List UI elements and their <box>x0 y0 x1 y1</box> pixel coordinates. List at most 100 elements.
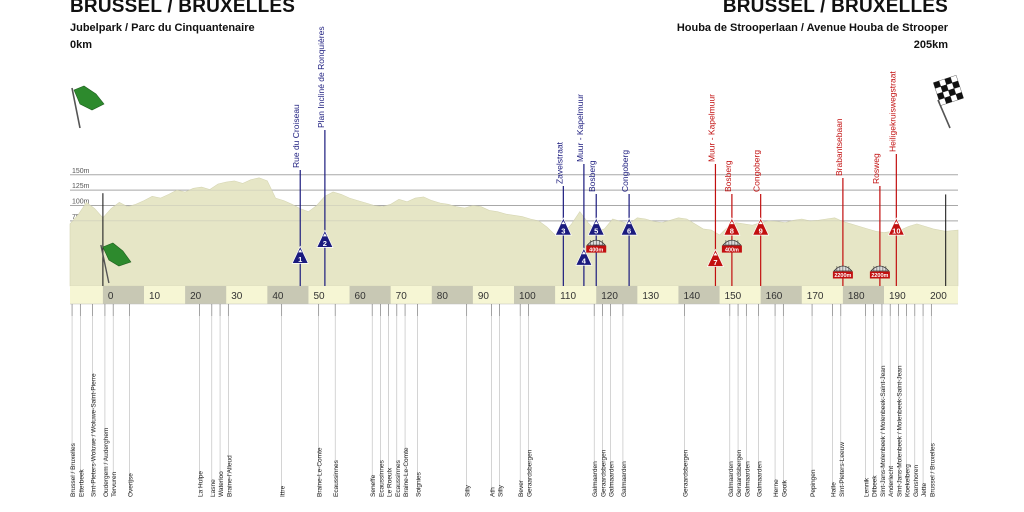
place-name: Anderlecht <box>888 466 895 497</box>
climb-marker: Brabantsebaan 2200m <box>832 118 853 286</box>
climb-marker: Plan Incliné de Ronquières 2 <box>316 26 334 286</box>
place-name: Bever <box>518 479 525 497</box>
place-marker: Brussel / Bruxelles <box>70 304 77 497</box>
x-tick-label: 180 <box>848 291 865 302</box>
climb-name: Heiligekruiswegstraat <box>887 71 897 152</box>
x-tick-label: 190 <box>889 291 906 302</box>
place-name: Galmaarden <box>621 461 628 497</box>
cobblestone-icon: 400m <box>721 239 742 253</box>
cobble-length: 400m <box>589 247 603 253</box>
climb-triangle <box>723 217 741 236</box>
climb-triangle <box>620 217 638 236</box>
flag-cloth <box>73 85 105 111</box>
place-name: Brussel / Bruxelles <box>929 442 936 497</box>
place-name: Tervuren <box>111 471 118 497</box>
x-tick-label: 130 <box>642 291 659 302</box>
place-marker: Ecaussinnes <box>395 304 402 497</box>
place-marker: La Hulpe <box>198 304 205 497</box>
climb-marker: Muur - Kapelmuur 4 <box>575 94 593 286</box>
place-marker: Overijse <box>128 304 135 497</box>
place-name: Jette <box>921 483 928 497</box>
place-marker: Galmaarden <box>592 304 599 497</box>
place-marker: Ittre <box>280 304 287 497</box>
place-marker: Ganshoren <box>913 304 920 497</box>
place-name: Silly <box>498 484 505 497</box>
km-band-segment <box>842 286 884 304</box>
place-marker: Sint-Pieters-Leeuw <box>839 304 846 497</box>
climb-name: Brabantsebaan <box>834 118 844 176</box>
place-marker: Braine-l'Alleud <box>226 304 233 497</box>
climb-peak-snow <box>561 221 566 225</box>
place-marker: Pepingen <box>810 304 817 497</box>
start-location: Jubelpark / Parc du Cinquantenaire <box>70 22 255 34</box>
place-marker: Dilbeek <box>872 304 879 497</box>
km-band-segment <box>760 286 802 304</box>
climb-peak-snow <box>322 233 327 237</box>
place-name: Galmaarden <box>728 461 735 497</box>
flag-pole <box>937 99 951 129</box>
place-marker: Ath <box>489 304 496 497</box>
place-name: Etterbeek <box>78 468 85 497</box>
cobblestone-icon: 2200m <box>869 265 890 279</box>
y-tick-label: 150m <box>72 168 90 175</box>
cobble-length: 2200m <box>871 273 888 279</box>
x-tick-label: 140 <box>683 291 700 302</box>
climb-peak-snow <box>758 221 763 225</box>
km-band-segment <box>678 286 720 304</box>
x-tick-label: 150 <box>725 291 742 302</box>
climb-triangle <box>554 217 572 236</box>
x-tick-label: 200 <box>930 291 947 302</box>
climb-number: 7 <box>713 258 717 267</box>
flag-check <box>955 92 964 101</box>
place-marker: Herne <box>773 304 780 497</box>
x-tick-label: 80 <box>437 291 449 302</box>
place-marker: Etterbeek <box>78 304 85 497</box>
place-marker: Silly <box>498 304 505 497</box>
place-marker: Ecaussinnes <box>378 304 385 497</box>
place-marker: Koekelberg <box>905 304 912 497</box>
climb-triangle <box>291 245 309 264</box>
place-marker: Jette <box>921 304 928 497</box>
place-marker: Geraardsbergen <box>683 304 690 497</box>
finish-location: Houba de Strooperlaan / Avenue Houba de … <box>676 22 948 34</box>
climb-peak-snow <box>298 249 303 253</box>
climb-marker: Zavelstraat 3 <box>554 141 572 286</box>
km-band-segment <box>185 286 227 304</box>
x-tick-label: 110 <box>560 291 576 302</box>
place-name: Geraardsbergen <box>683 449 690 497</box>
x-tick-label: 30 <box>231 291 243 302</box>
start-city-title: BRUSSEL / BRUXELLES <box>70 0 296 17</box>
place-marker: Waterloo <box>218 304 225 497</box>
place-marker: Brussel / Bruxelles <box>929 304 936 497</box>
place-name: Sint-Pieters-Leeuw <box>839 442 846 497</box>
x-tick-label: 120 <box>601 291 618 302</box>
place-name: Lasne <box>210 479 217 497</box>
place-name: Lennik <box>864 477 871 497</box>
place-marker: Galmaarden <box>621 304 628 497</box>
place-name: Ecaussinnes <box>395 459 402 497</box>
x-tick-label: 20 <box>190 291 202 302</box>
finish-distance: 205km <box>913 39 948 51</box>
place-marker: Soignies <box>415 304 422 497</box>
place-name: Koekelberg <box>905 464 912 497</box>
climb-peak-snow <box>729 221 734 225</box>
place-name: Overijse <box>128 473 135 497</box>
km-band-segment <box>514 286 556 304</box>
climb-number: 10 <box>892 227 900 236</box>
climb-peak-snow <box>594 221 599 225</box>
climb-name: Muur - Kapelmuur <box>575 94 585 162</box>
place-name: Herne <box>773 479 780 497</box>
x-tick-label: 100 <box>519 291 536 302</box>
km-band-segment <box>349 286 391 304</box>
cobble-length-box <box>721 245 742 253</box>
place-marker: Geraardsbergen <box>600 304 607 497</box>
place-marker: Gooik <box>781 304 788 497</box>
climb-peak-snow <box>894 221 899 225</box>
flag-pole <box>100 244 110 284</box>
place-marker: Ecaussinnes <box>333 304 340 497</box>
place-marker: Braine-Le-Comte <box>403 304 410 497</box>
flag-cloth <box>102 242 132 267</box>
place-name: Sint-Pieters-Woluwe / Woluwe-Saint-Pierr… <box>91 373 98 497</box>
climb-marker: Rosweg 2200m <box>869 153 890 286</box>
